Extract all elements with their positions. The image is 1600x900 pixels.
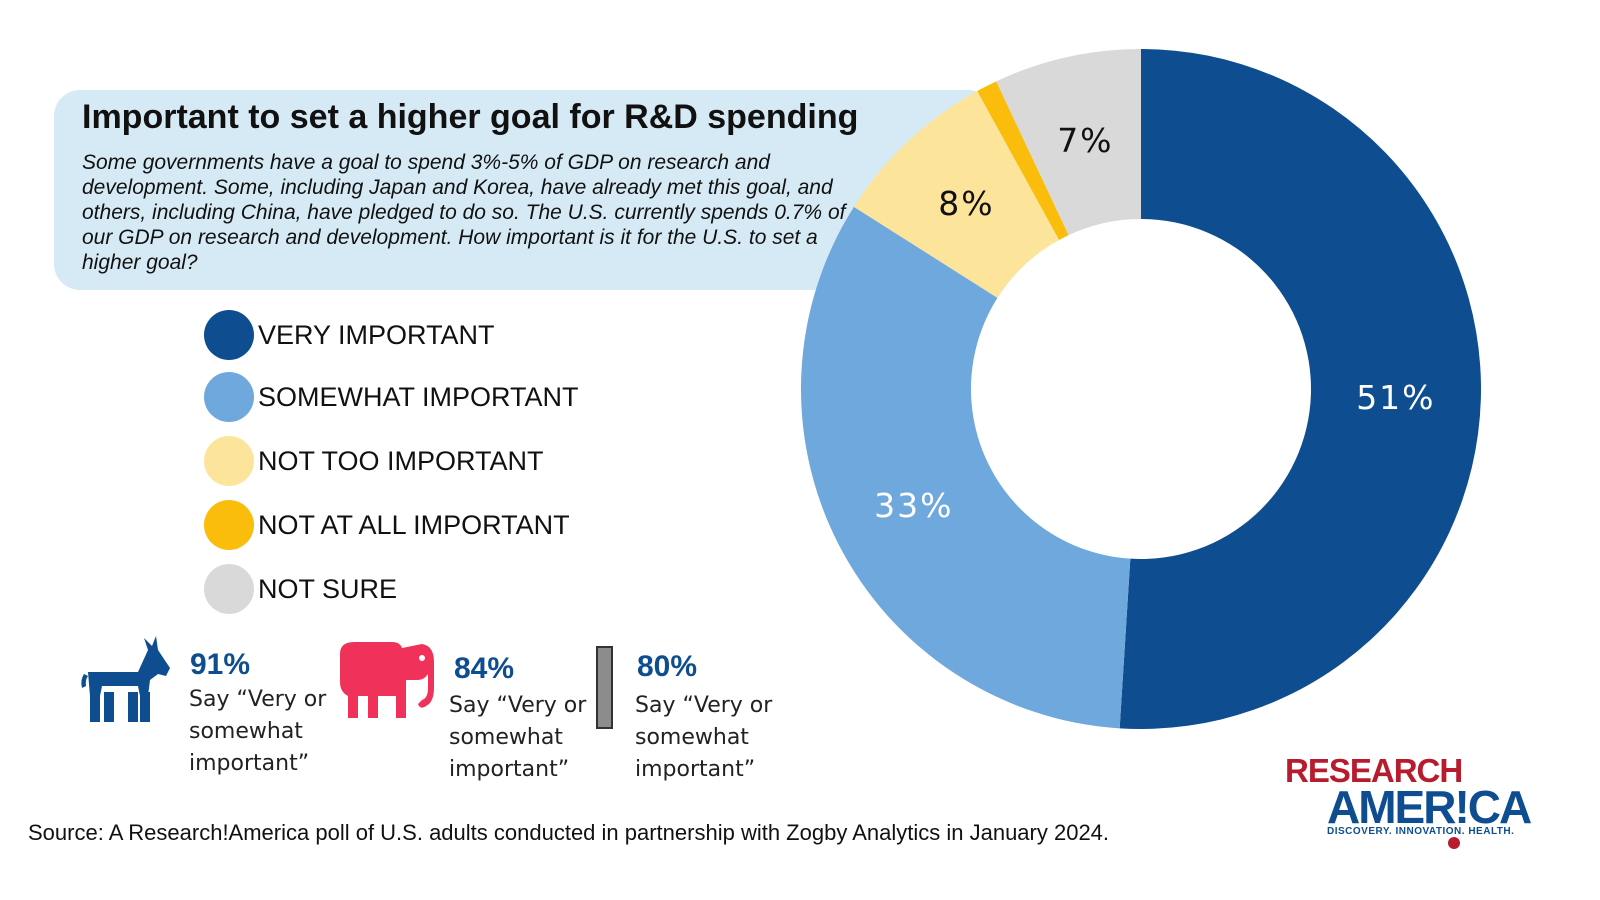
- chart-title: Important to set a higher goal for R&D s…: [82, 98, 859, 136]
- logo-line2: AMER!CA: [1327, 781, 1532, 833]
- legend-swatch: [204, 564, 254, 614]
- legend-swatch: [204, 372, 254, 422]
- survey-question: Some governments have a goal to spend 3%…: [82, 151, 846, 274]
- democrat-percent: 91%: [190, 648, 251, 681]
- legend-item-very-important: VERY IMPORTANT: [200, 310, 660, 364]
- legend-label: SOMEWHAT IMPORTANT: [258, 382, 579, 412]
- note-line: important”: [189, 751, 310, 776]
- legend-label: NOT AT ALL IMPORTANT: [258, 510, 570, 540]
- independent-bar-icon: [596, 646, 613, 729]
- data-label-very-important: 51%: [1356, 378, 1435, 417]
- donkey-icon: [81, 636, 170, 722]
- legend-item-not-too-important: NOT TOO IMPORTANT: [200, 436, 660, 490]
- note-line: somewhat: [449, 725, 563, 750]
- note-line: Say “Very or: [635, 693, 773, 718]
- legend-swatch: [204, 436, 254, 486]
- data-label-somewhat-important: 33%: [874, 486, 953, 525]
- note-line: somewhat: [635, 725, 749, 750]
- logo-tagline: DISCOVERY. INNOVATION. HEALTH.: [1327, 826, 1515, 837]
- legend-label: VERY IMPORTANT: [258, 320, 495, 350]
- legend-swatch: [204, 310, 254, 360]
- data-label-not-sure: 7%: [1057, 121, 1113, 160]
- elephant-icon: [340, 642, 434, 718]
- note-line: Say “Very or: [449, 693, 587, 718]
- logo-line1: RESEARCH: [1285, 752, 1463, 789]
- slice-very-important: [1119, 49, 1481, 729]
- legend-item-not-sure: NOT SURE: [200, 564, 660, 618]
- logo-dot-icon: [1448, 837, 1460, 849]
- slice-somewhat-important: [801, 206, 1131, 729]
- note-line: important”: [449, 757, 570, 782]
- legend-label: NOT SURE: [258, 574, 398, 604]
- data-label-not-too-important: 8%: [938, 184, 994, 223]
- independent-percent: 80%: [637, 650, 698, 683]
- note-line: somewhat: [189, 719, 303, 744]
- republican-percent: 84%: [454, 652, 515, 685]
- independent-note: Say “Very or somewhat important”: [635, 690, 785, 786]
- note-line: important”: [635, 757, 756, 782]
- legend-item-somewhat-important: SOMEWHAT IMPORTANT: [200, 372, 660, 426]
- republican-note: Say “Very or somewhat important”: [449, 690, 599, 786]
- note-line: Say “Very or: [189, 687, 327, 712]
- slice-not-at-all-important: [977, 81, 1069, 241]
- source-note: Source: A Research!America poll of U.S. …: [28, 820, 1110, 845]
- legend-item-not-at-all-important: NOT AT ALL IMPORTANT: [200, 500, 660, 554]
- legend-label: NOT TOO IMPORTANT: [258, 446, 544, 476]
- legend-swatch: [204, 500, 254, 550]
- slice-not-sure: [996, 49, 1141, 236]
- research-america-logo: RESEARCH AMER!CA DISCOVERY. INNOVATION. …: [1285, 752, 1535, 852]
- slice-not-too-important: [853, 91, 1060, 298]
- democrat-note: Say “Very or somewhat important”: [189, 684, 339, 780]
